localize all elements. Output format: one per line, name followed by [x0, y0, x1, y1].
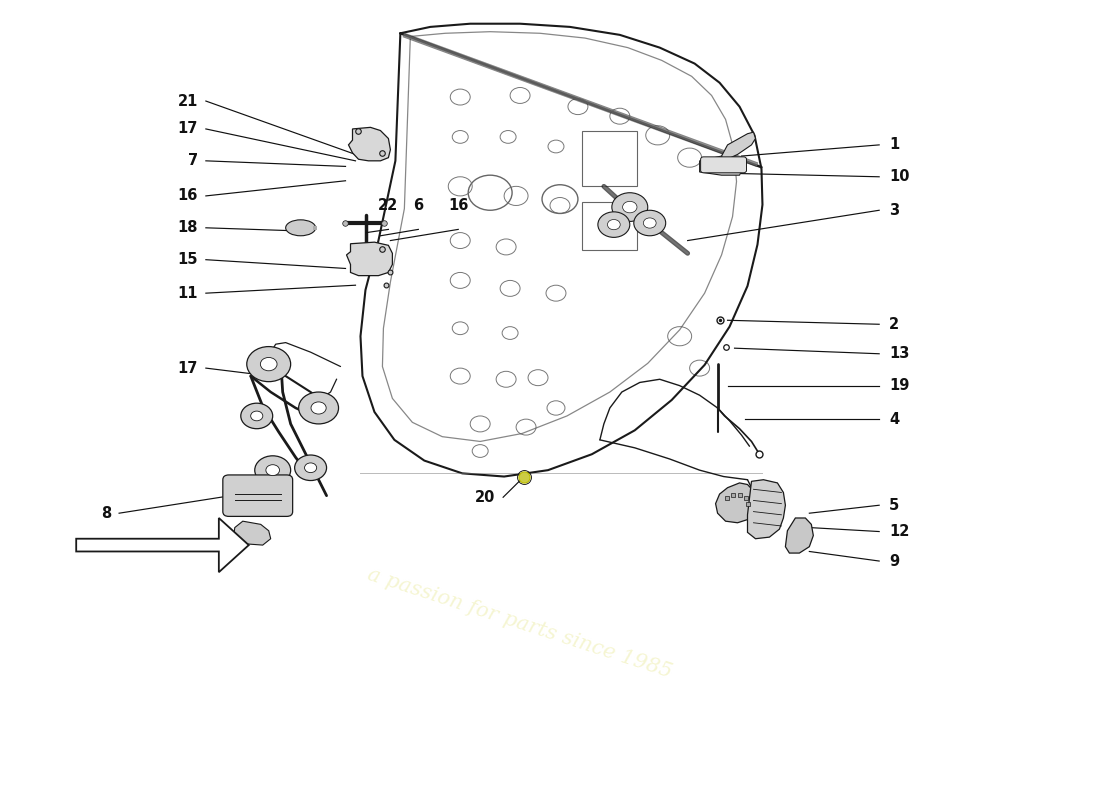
Text: 15: 15 [177, 252, 198, 267]
Text: 3: 3 [889, 202, 900, 218]
Circle shape [266, 465, 279, 476]
Polygon shape [346, 242, 393, 276]
Text: a passion for parts since 1985: a passion for parts since 1985 [365, 565, 674, 682]
Text: 10: 10 [889, 170, 910, 184]
Polygon shape [785, 518, 813, 553]
Ellipse shape [286, 220, 316, 236]
Circle shape [241, 403, 273, 429]
Text: 17: 17 [177, 361, 198, 376]
Circle shape [246, 346, 290, 382]
Text: 11: 11 [177, 286, 198, 301]
Text: 8: 8 [101, 506, 111, 521]
Text: 2: 2 [889, 317, 900, 332]
Circle shape [644, 218, 656, 228]
Circle shape [295, 455, 327, 481]
Circle shape [612, 193, 648, 222]
FancyBboxPatch shape [701, 157, 747, 173]
Polygon shape [349, 127, 390, 161]
Circle shape [623, 202, 637, 213]
Polygon shape [722, 132, 756, 161]
Text: 5: 5 [889, 498, 900, 513]
Text: 22: 22 [378, 198, 398, 214]
Circle shape [298, 392, 339, 424]
Circle shape [311, 402, 327, 414]
Text: 9: 9 [889, 554, 900, 569]
Circle shape [305, 463, 317, 473]
Circle shape [261, 358, 277, 370]
Bar [582, 130, 637, 186]
Polygon shape [716, 483, 758, 522]
Circle shape [251, 411, 263, 421]
Polygon shape [76, 518, 249, 572]
Circle shape [598, 212, 630, 238]
FancyBboxPatch shape [223, 475, 293, 516]
Text: 21: 21 [177, 94, 198, 109]
Text: 17: 17 [177, 122, 198, 137]
Polygon shape [700, 156, 744, 175]
Text: 13: 13 [889, 346, 910, 362]
Text: 1: 1 [889, 138, 900, 152]
Polygon shape [233, 521, 271, 545]
Text: 12: 12 [889, 524, 910, 539]
Text: 16: 16 [448, 198, 469, 214]
Polygon shape [748, 480, 785, 538]
Text: 18: 18 [177, 220, 198, 235]
Text: 7: 7 [188, 154, 198, 168]
Text: 6: 6 [414, 198, 424, 214]
Circle shape [634, 210, 665, 236]
Circle shape [607, 219, 620, 230]
Text: 19: 19 [889, 378, 910, 393]
Text: 4: 4 [889, 412, 900, 426]
Bar [582, 202, 637, 250]
Text: 20: 20 [475, 490, 495, 505]
Text: 16: 16 [177, 189, 198, 203]
Circle shape [255, 456, 290, 485]
